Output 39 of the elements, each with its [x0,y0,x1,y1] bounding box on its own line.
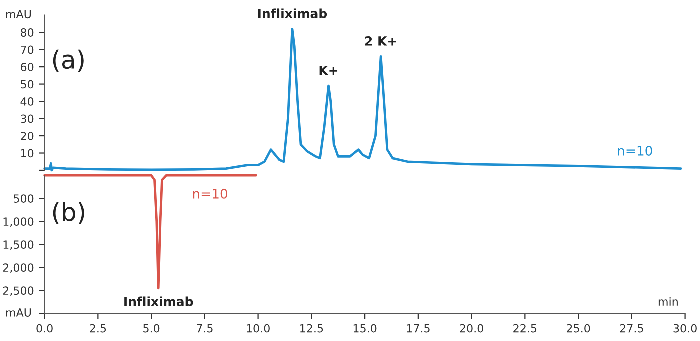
x-tick-label: 7.5 [197,324,213,333]
line-series [44,174,258,290]
y-axis-title: mAU [6,308,32,317]
y-axis-title: mAU [6,10,32,19]
x-tick-label: 25.0 [566,324,590,333]
annotation: 2 K+ [365,36,396,46]
y-tick-label: 500 [14,194,34,204]
y-tick-label: 1,000 [4,218,34,228]
x-tick-label: 20.0 [460,324,484,333]
y-tick-label: 70 [21,46,34,54]
y-tick-label: 50 [21,80,34,89]
series-label: n=10 [193,188,228,199]
x-tick-label: 0.0 [36,324,53,333]
x-tick-label: 12.5 [300,324,324,333]
x-tick-label: 22.5 [514,324,537,333]
x-tick-label: 30.0 [674,324,697,333]
y-tick-label: 1,500 [4,240,34,250]
x-tick-label: 17.5 [407,324,430,333]
y-tick-label: 80 [21,28,34,37]
y-tick-label: 2,500 [3,286,34,296]
annotation: Infliximab [124,296,194,306]
line-series [44,28,682,172]
x-tick-label: 27.5 [620,324,644,333]
annotation: K+ [320,66,338,76]
annotation: Infliximab [258,8,328,18]
annotation: (b) [53,202,84,224]
y-tick-label: 20 [21,132,34,140]
y-tick-label: 60 [21,63,34,72]
x-axis-title: min [658,297,678,306]
annotation: (a) [53,50,84,72]
x-tick-label: 15.0 [354,324,377,333]
x-tick-label: 10.0 [247,324,270,333]
y-tick-label: 10 [21,149,34,158]
y-tick-label: 40 [20,98,34,106]
y-tick-label: 2,000 [3,264,34,274]
x-tick-label: 2.5 [90,324,106,333]
series-label: n=10 [618,146,652,156]
y-tick-label: 30 [21,114,34,124]
x-tick-label: 5.0 [144,324,160,333]
